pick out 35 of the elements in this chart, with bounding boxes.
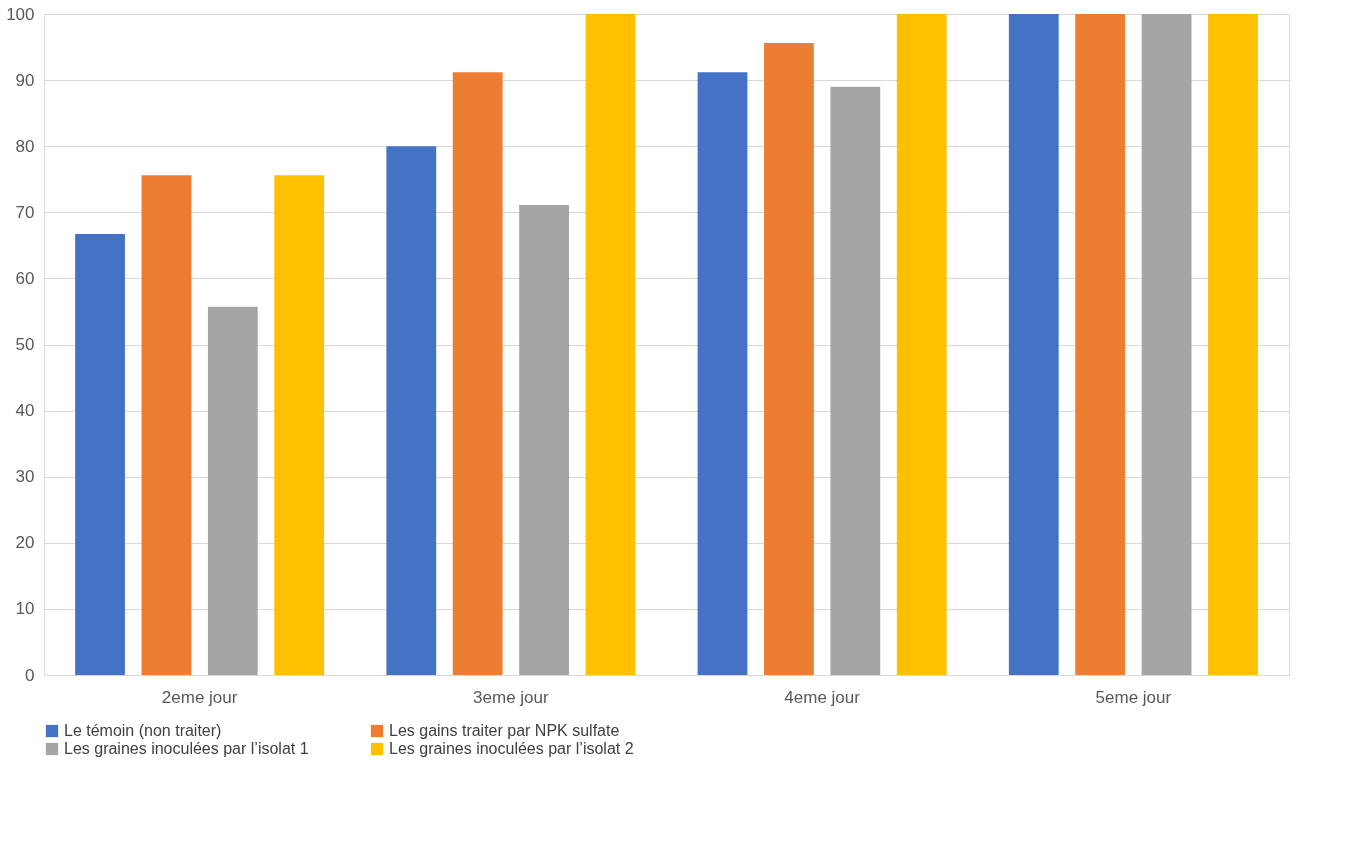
legend-label: Les graines inoculées par l’isolat 2 [389,740,634,757]
bar [1141,14,1192,675]
bar [1008,14,1059,675]
bar [386,146,437,675]
bar [519,205,569,675]
legend-label: Les gains traiter par NPK sulfate [389,722,620,739]
y-tick-label: 0 [25,665,35,685]
y-tick-label: 50 [15,335,35,354]
bar [274,175,325,675]
y-tick-label: 80 [15,136,35,156]
bar [1208,14,1258,675]
y-tick-label: 70 [15,202,35,222]
bar [75,234,125,675]
legend-label: Les graines inoculées par l’isolat 1 [64,740,309,757]
y-tick-label: 100 [6,4,35,24]
bar [830,86,881,675]
y-tick-label: 60 [15,268,35,288]
y-tick-label: 40 [15,401,35,421]
bar [896,14,947,675]
bar [1075,14,1126,675]
y-tick-label: 90 [15,70,35,90]
bar [207,306,258,675]
y-tick-label: 30 [15,467,35,487]
bar [141,175,192,675]
x-tick-label: 3eme jour [473,687,549,707]
x-tick-label: 4eme jour [784,687,861,707]
bar [585,14,636,675]
bar [452,72,503,675]
x-tick-label: 5eme jour [1095,687,1172,707]
y-tick-label: 10 [15,599,35,619]
bar [764,43,814,675]
x-tick-label: 2eme jour [161,687,238,707]
bar [697,72,748,675]
y-tick-label: 20 [15,533,35,553]
legend-label: Le témoin (non traiter) [64,722,222,739]
